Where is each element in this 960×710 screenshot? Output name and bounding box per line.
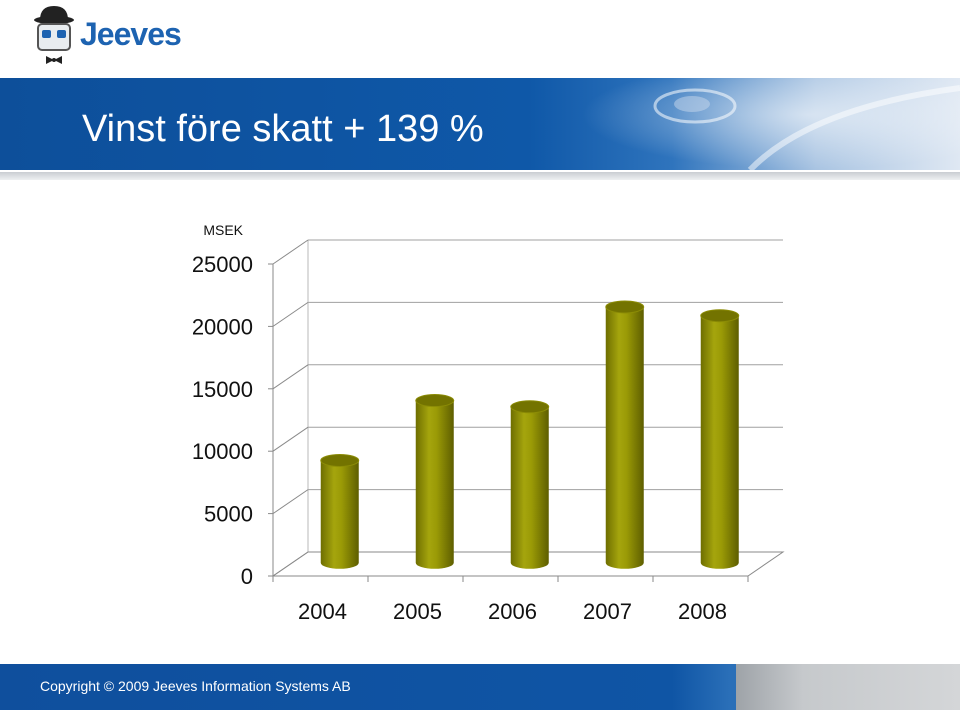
bar-chart: 0 5000 10000 15000 20000 25000 MSEK 2004 2005 200… <box>192 222 785 624</box>
y-tick-label: 10000 <box>192 439 253 464</box>
bar <box>700 309 740 569</box>
y-tick-label: 5000 <box>204 502 253 527</box>
gridline-side <box>272 364 309 390</box>
title-band <box>0 78 960 170</box>
bar-top <box>415 394 455 408</box>
jeeves-butler-logo-icon <box>34 6 74 64</box>
bar <box>415 394 455 569</box>
bar <box>605 300 645 569</box>
bar-top <box>320 453 360 467</box>
y-tick-label: 15000 <box>192 377 253 402</box>
mouse-decoration-icon <box>653 85 960 170</box>
copyright-text: Copyright © 2009 Jeeves Information Syst… <box>40 678 351 694</box>
title-divider <box>0 172 960 180</box>
x-tick-label: 2005 <box>393 599 442 624</box>
bar-body <box>510 406 549 569</box>
bar-top <box>510 400 550 414</box>
bar-top <box>605 300 645 314</box>
bar-body <box>415 400 454 569</box>
x-tick-label: 2006 <box>488 599 537 624</box>
y-tick-label: 20000 <box>192 314 253 339</box>
footer-gray-block <box>736 664 960 710</box>
x-tick-label: 2004 <box>298 599 347 624</box>
bar-top <box>700 309 740 323</box>
gridline-side <box>272 426 309 452</box>
bar-body <box>700 315 739 569</box>
y-tick-label: 0 <box>241 564 253 589</box>
bar-body <box>605 306 644 569</box>
bar <box>320 453 360 569</box>
bar-body <box>320 460 359 569</box>
gridline-side <box>272 301 309 327</box>
gridline-side <box>272 489 309 515</box>
page-title: Vinst före skatt + 139 % <box>82 108 484 150</box>
y-tick-label: 25000 <box>192 252 253 277</box>
chart-floor <box>271 551 785 577</box>
gridline-side <box>272 239 309 265</box>
x-tick-label: 2008 <box>678 599 727 624</box>
y-axis-unit-label: MSEK <box>203 222 243 238</box>
x-tick-label: 2007 <box>583 599 632 624</box>
bar <box>510 400 550 569</box>
brand-name: Jeeves <box>80 16 182 52</box>
jeeves-logo <box>28 4 188 68</box>
